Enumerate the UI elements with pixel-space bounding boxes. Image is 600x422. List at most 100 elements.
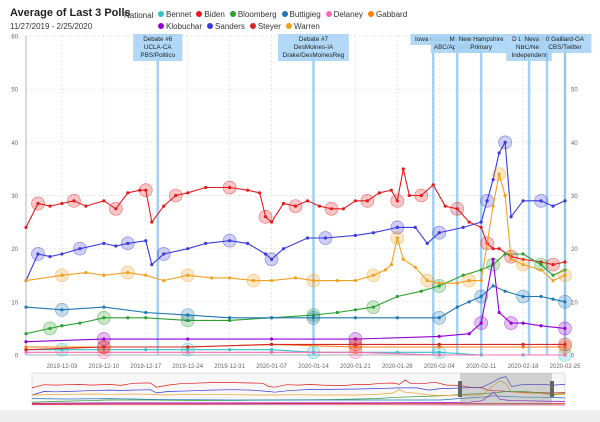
data-point	[102, 273, 106, 277]
data-point	[521, 294, 525, 299]
data-bubble	[306, 273, 321, 288]
data-point	[186, 318, 190, 323]
data-point	[353, 233, 357, 237]
navigator-series-line	[31, 391, 566, 404]
legend-item-biden[interactable]: Biden	[196, 9, 225, 19]
data-point	[383, 268, 387, 272]
data-point	[491, 257, 495, 261]
data-point	[485, 199, 489, 203]
data-point	[269, 342, 274, 346]
data-bubble	[246, 273, 261, 288]
legend-item-gabbard[interactable]: Gabbard	[368, 9, 407, 19]
data-point	[144, 273, 148, 277]
data-point	[228, 239, 232, 243]
data-bubble	[546, 257, 560, 272]
legend-swatch	[285, 23, 292, 29]
data-point	[437, 350, 441, 354]
data-point	[269, 278, 274, 283]
navigator-selection	[460, 373, 552, 405]
data-point	[102, 241, 106, 245]
data-point	[503, 252, 507, 256]
data-bubble	[390, 194, 405, 208]
data-bubble	[420, 273, 435, 288]
legend-item-klobuchar[interactable]: Klobuchar	[158, 21, 202, 31]
y-tick-label-right: 10	[571, 300, 578, 306]
line-chart: 001010202030304040505060602019-12-032019…	[11, 34, 592, 406]
data-point	[401, 167, 405, 171]
data-point	[563, 342, 567, 346]
y-tick-label: 30	[11, 194, 18, 200]
data-point	[425, 278, 429, 283]
legend-item-bennet[interactable]: Bennet	[158, 9, 191, 19]
data-point	[293, 276, 298, 280]
data-bubble	[390, 231, 405, 245]
data-point	[455, 281, 459, 285]
data-point	[437, 353, 441, 357]
event-label: Independent	[512, 52, 547, 59]
legend-swatch	[196, 11, 203, 17]
legend: Bennet Biden Bloomberg Buttigieg Delaney Gabb…	[158, 9, 458, 33]
data-point	[204, 185, 208, 190]
data-point	[24, 225, 28, 229]
horizontal-scrollbar[interactable]	[0, 410, 600, 422]
data-point	[461, 273, 465, 277]
data-point	[479, 225, 483, 229]
event-label: UCLA-CA	[144, 44, 172, 51]
event-label: Primary	[470, 44, 493, 51]
series-steyer	[24, 337, 572, 354]
data-point	[461, 225, 465, 229]
data-bubble	[121, 265, 135, 280]
series-line	[25, 285, 566, 319]
series-biden	[24, 167, 567, 272]
legend-item-buttigieg[interactable]: Buttigieg	[281, 9, 321, 19]
legend-item-bloomberg[interactable]: Bloomberg	[229, 9, 277, 19]
data-point	[36, 252, 40, 256]
data-point	[48, 255, 52, 259]
data-point	[551, 278, 555, 283]
data-point	[24, 305, 28, 309]
data-point	[395, 236, 399, 240]
data-point	[389, 188, 393, 192]
data-bubble	[306, 310, 321, 325]
data-bubble	[55, 342, 69, 357]
data-point	[407, 193, 411, 198]
data-point	[311, 316, 316, 320]
data-point	[36, 201, 40, 206]
x-tick-label: 2020-01-21	[340, 364, 371, 370]
data-point	[24, 345, 28, 349]
data-point	[269, 257, 274, 261]
legend-item-sanders[interactable]: Sanders	[207, 21, 245, 31]
data-point	[539, 263, 543, 267]
data-point	[497, 151, 501, 155]
series-buttigieg	[24, 284, 572, 325]
data-point	[293, 204, 298, 208]
legend-item-steyer[interactable]: Steyer	[249, 21, 281, 31]
data-bubble	[474, 316, 488, 330]
data-point	[269, 316, 274, 320]
data-bubble	[31, 196, 45, 211]
navigator-handle-right	[550, 381, 554, 397]
y-tick-label-right: 30	[571, 194, 578, 200]
data-point	[395, 199, 399, 203]
data-point	[269, 350, 274, 354]
data-point	[311, 278, 316, 283]
data-bubble	[474, 289, 488, 304]
data-point	[228, 348, 232, 352]
data-point	[563, 260, 567, 264]
y-tick-label: 0	[15, 354, 19, 360]
data-point	[60, 308, 64, 312]
legend-item-delaney[interactable]: Delaney	[325, 9, 363, 19]
x-tick-label: 2020-01-07	[256, 364, 287, 370]
data-bubble	[498, 135, 512, 150]
data-point	[186, 350, 190, 354]
data-bubble	[168, 188, 183, 203]
data-point	[521, 257, 525, 261]
data-point	[539, 268, 543, 272]
legend-item-warren[interactable]: Warren	[285, 21, 320, 31]
y-tick-label: 60	[11, 35, 18, 41]
series-klobuchar	[24, 257, 572, 346]
data-point	[281, 201, 286, 206]
data-bubble	[366, 268, 381, 283]
data-point	[257, 191, 262, 195]
data-point	[539, 260, 543, 264]
